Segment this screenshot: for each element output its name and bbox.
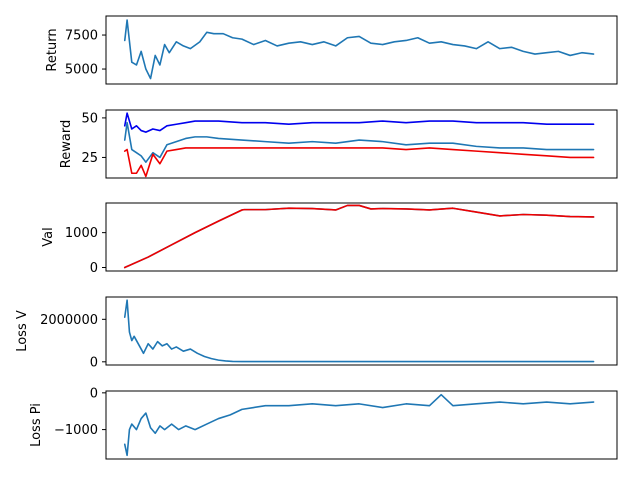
val-axes-frame (105, 202, 618, 272)
loss-pi-ylabel: Loss Pi (29, 403, 44, 447)
loss-pi-series-line-0 (123, 393, 595, 457)
reward-ylabel: Reward (59, 120, 74, 168)
loss-v-series-line-0 (123, 299, 595, 363)
loss-pi-ytick-label: −1000 (54, 423, 98, 438)
panel-val: 0 1000 Val (41, 202, 618, 276)
reward-ytick-label: 50 (81, 111, 98, 126)
loss-v-axes-frame (105, 296, 618, 366)
panel-reward: 25 50 Reward (59, 109, 618, 179)
val-ytick-label: 1000 (65, 226, 98, 241)
return-ytick-label: 5000 (65, 63, 98, 78)
reward-axes-frame (105, 109, 618, 179)
reward-ytick-label: 25 (81, 151, 98, 166)
reward-series-line-0 (123, 112, 595, 133)
reward-series-line-2 (123, 147, 595, 178)
panel-return: 5000 7500 Return (45, 15, 618, 85)
panel-loss-pi: −1000 0 Loss Pi (29, 386, 618, 460)
loss-pi-ytick-label: 0 (90, 386, 98, 401)
return-ylabel: Return (45, 28, 60, 71)
reward-series-line-1 (123, 121, 595, 163)
loss-pi-axes-frame (105, 390, 618, 460)
loss-v-ytick-label: 2000000 (40, 313, 98, 328)
return-ytick-label: 7500 (65, 29, 98, 44)
loss-v-ylabel: Loss V (15, 310, 30, 352)
val-series-line-1 (123, 204, 595, 269)
val-ytick-label: 0 (90, 261, 98, 276)
return-axes-frame (105, 15, 618, 85)
panel-loss-v: 0 2000000 Loss V (15, 296, 618, 370)
return-series-line-0 (123, 19, 595, 80)
loss-v-ytick-label: 0 (90, 355, 98, 370)
val-ylabel: Val (41, 227, 56, 246)
